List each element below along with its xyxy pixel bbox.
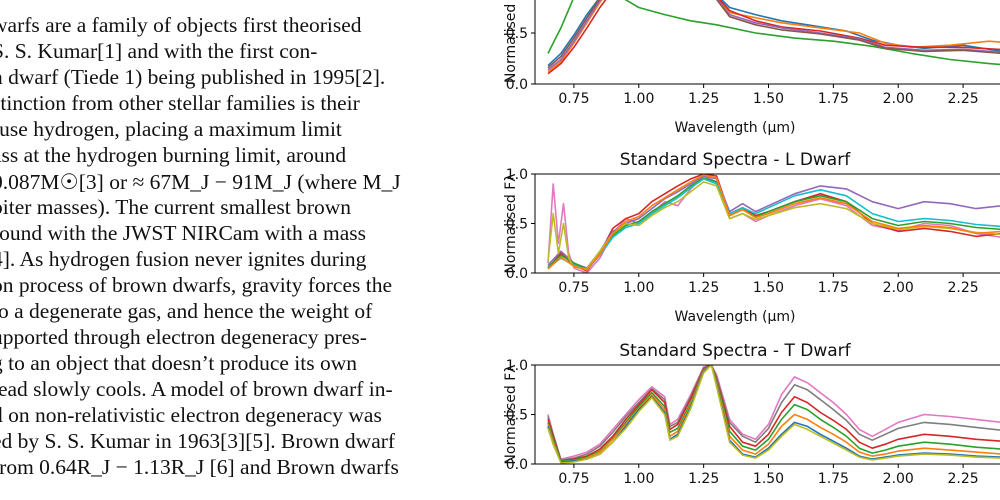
x-tick-label: 1.00 [623, 91, 654, 107]
y-axis-label: Normalised Fλ [503, 0, 519, 83]
x-tick-label: 1.75 [818, 471, 849, 487]
spectrum-line [547, 365, 1000, 461]
x-tick-label: 2.00 [883, 280, 914, 296]
y-tick-label: 0.5 [506, 217, 528, 233]
spectrum-line [547, 365, 1000, 463]
figure-column: 0.75 1.00 1.25 1.50 1.75 2.00 2.25 0.0 0.5 Wavele… [495, 0, 1000, 500]
plot-frame [534, 0, 1000, 85]
spectrum-line [547, 365, 1000, 462]
x-axis-label: Wavelength (μm) [675, 120, 796, 136]
x-tick-label: 1.75 [818, 91, 849, 107]
spectra-panel: 0.75 1.00 1.25 1.50 1.75 2.00 2.25 0.0 0.5 1.0 Sta… [503, 341, 1000, 487]
spectrum-line [547, 175, 1000, 273]
x-tick-label: 1.50 [753, 91, 784, 107]
body-text-line: ass at the hydrogen burning limit, aroun… [0, 143, 347, 167]
y-axis-label: Normalised Fλ [503, 364, 519, 464]
spectrum-line [547, 181, 1000, 270]
y-tick-label: 0.0 [506, 457, 528, 473]
y-axis-label: Normalised Fλ [503, 173, 519, 273]
spectrum-line [547, 365, 1000, 460]
x-tick-label: 0.75 [558, 91, 589, 107]
body-text-line: S. S. Kumar[1] and with the first con- [0, 39, 318, 63]
body-text-line: piter masses). The current smallest brow… [0, 195, 352, 219]
spectrum-line [547, 0, 1000, 71]
x-tick-label: 1.50 [753, 471, 784, 487]
x-tick-label: 2.25 [948, 471, 979, 487]
spectrum-line [547, 0, 1000, 69]
x-tick-label: 0.75 [558, 471, 589, 487]
spectrum-line [547, 365, 1000, 464]
body-text-line: d on non-relativistic electron degenerac… [0, 403, 382, 427]
series-group [547, 365, 1000, 464]
spectrum-line [547, 0, 1000, 66]
y-tick-label: 0.5 [506, 26, 528, 42]
x-tick-label: 2.25 [948, 280, 979, 296]
y-tick-label: 1.0 [506, 167, 528, 183]
spectrum-line [547, 174, 1000, 271]
spectrum-line [547, 0, 1000, 75]
x-tick-label: 1.75 [818, 280, 849, 296]
body-text-column: warfs are a family of objects first theo… [0, 0, 470, 500]
body-text-line: warfs are a family of objects first theo… [0, 13, 362, 37]
body-text-line: upported through electron degeneracy pre… [0, 325, 367, 349]
body-text-line: tead slowly cools. A model of brown dwar… [0, 377, 393, 401]
x-tick-label: 2.00 [883, 471, 914, 487]
body-text-line: on process of brown dwarfs, gravity forc… [0, 273, 393, 297]
body-text-line: from 0.64R_J − 1.13R_J [6] and Brown dwa… [0, 455, 399, 479]
x-tick-label: 1.25 [688, 471, 719, 487]
spectra-panel: 0.75 1.00 1.25 1.50 1.75 2.00 2.25 0.0 0.5 1.0 Sta… [503, 150, 1000, 325]
body-text-line: stinction from other stellar families is… [0, 91, 360, 115]
series-group [547, 174, 1000, 273]
body-text-line: found with the JWST NIRCam with a mass [0, 221, 367, 245]
body-text-line: 0.087M☉[3] or ≈ 67M_J − 91M_J (where M_J [0, 170, 401, 194]
y-tick-label: 1.0 [506, 358, 528, 374]
x-tick-label: 1.00 [623, 280, 654, 296]
x-tick-label: 2.00 [883, 91, 914, 107]
body-text-line: n dwarf (Tiede 1) being published in 199… [0, 65, 386, 89]
spectrum-line [547, 0, 1000, 67]
x-axis-label: Wavelength (μm) [675, 309, 796, 325]
x-tick-label: 1.25 [688, 91, 719, 107]
body-text-line: ed by S. S. Kumar in 1963[3][5]. Brown d… [0, 429, 396, 453]
spectra-panel: 0.75 1.00 1.25 1.50 1.75 2.00 2.25 0.0 0.5 Wavele… [503, 0, 1000, 136]
x-tick-label: 0.75 [558, 280, 589, 296]
body-text-line: 4]. As hydrogen fusion never ignites dur… [0, 247, 367, 271]
x-tick-label: 1.00 [623, 471, 654, 487]
series-group [547, 0, 1000, 75]
spectra-figure: 0.75 1.00 1.25 1.50 1.75 2.00 2.25 0.0 0.5 Wavele… [503, 0, 1000, 487]
y-tick-label: 0.0 [506, 77, 528, 93]
x-tick-label: 1.25 [688, 280, 719, 296]
x-tick-label: 2.25 [948, 91, 979, 107]
x-tick-label: 1.50 [753, 280, 784, 296]
chart-title: Standard Spectra - L Dwarf [620, 150, 851, 170]
body-text-line: g to an object that doesn’t produce its … [0, 351, 358, 375]
y-tick-label: 0.0 [506, 266, 528, 282]
y-tick-label: 0.5 [506, 408, 528, 424]
body-text-line: to a degenerate gas, and hence the weigh… [0, 299, 373, 323]
body-text-line: fuse hydrogen, placing a maximum limit [0, 117, 342, 141]
chart-title: Standard Spectra - T Dwarf [619, 341, 851, 361]
